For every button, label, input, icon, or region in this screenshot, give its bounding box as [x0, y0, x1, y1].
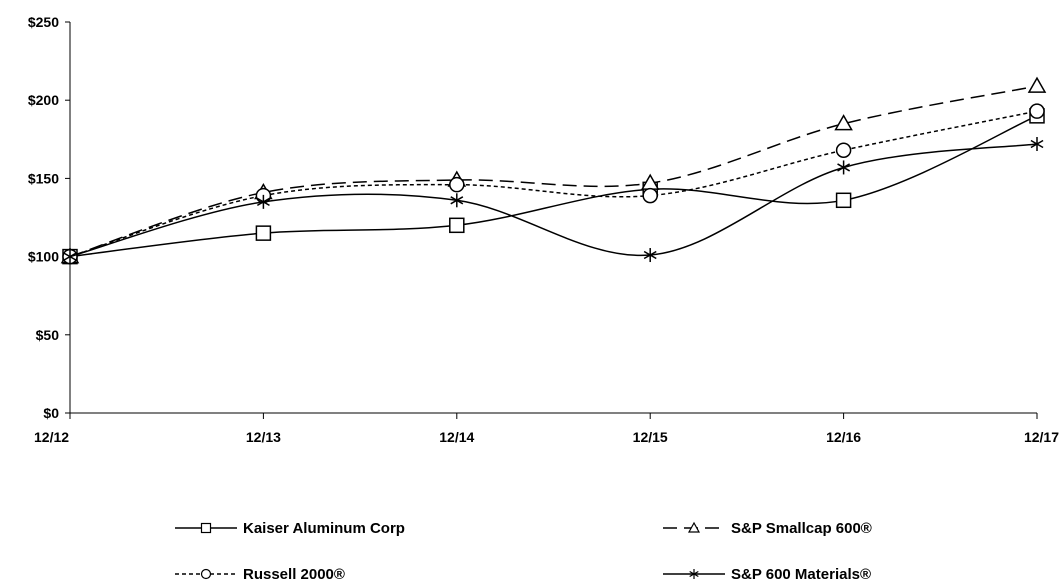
y-tick-label: $50: [36, 327, 60, 343]
series-2: [62, 103, 1045, 265]
series-0: [62, 108, 1045, 265]
series-line: [69, 143, 1038, 258]
data-point-star: [256, 194, 270, 209]
x-tick-label: 12/14: [439, 429, 474, 445]
data-point-circle: [449, 176, 465, 193]
legend-item: Kaiser Aluminum Corp: [175, 520, 405, 537]
legend-label: Russell 2000®: [243, 566, 345, 583]
x-tick-label: 12/15: [633, 429, 668, 445]
data-point-triangle: [1027, 76, 1047, 93]
data-point-square: [255, 225, 272, 241]
data-point-circle: [1029, 103, 1045, 119]
series-layer: [60, 76, 1047, 265]
data-point-circle: [835, 142, 852, 158]
legend-label: S&P Smallcap 600®: [731, 520, 872, 537]
legend-item: S&P 600 Materials®: [663, 566, 871, 583]
axes: $0 $50 $100 $150 $200 $250 12/12 12/13 12/14 12/1…: [28, 14, 1059, 445]
data-point-star: [63, 249, 77, 264]
data-point-star: [643, 248, 657, 263]
x-tick-label: 12/17: [1024, 429, 1059, 445]
x-tick-label: 12/12: [34, 429, 69, 445]
data-point-star: [837, 160, 851, 175]
data-point-star: [450, 193, 464, 208]
data-point-star: [1030, 136, 1044, 151]
data-point-triangle: [834, 114, 853, 131]
x-tick-label: 12/13: [246, 429, 281, 445]
series-line: [69, 85, 1038, 258]
data-point-square: [449, 217, 465, 234]
legend-marker: [200, 522, 212, 534]
y-tick-label: $200: [28, 92, 59, 108]
legend-marker: [689, 569, 699, 579]
x-tick-label: 12/16: [826, 429, 861, 445]
legend-item: S&P Smallcap 600®: [663, 520, 872, 537]
legend-marker: [200, 568, 212, 580]
y-tick-label: $250: [28, 14, 59, 30]
data-point-circle: [642, 187, 658, 204]
series-line: [69, 110, 1038, 258]
legend-label: Kaiser Aluminum Corp: [243, 520, 405, 537]
legend-marker: [687, 521, 701, 533]
series-3: [63, 136, 1044, 264]
y-tick-label: $150: [28, 170, 59, 186]
legend-label: S&P 600 Materials®: [731, 566, 871, 583]
legend: Kaiser Aluminum Corp S&P Smallcap 600® Rus…: [175, 520, 872, 583]
y-tick-label: $100: [28, 249, 59, 265]
y-tick-label: $0: [43, 405, 59, 421]
data-point-square: [835, 192, 852, 209]
series-1: [60, 76, 1047, 264]
series-line: [69, 115, 1038, 258]
legend-item: Russell 2000®: [175, 566, 345, 583]
